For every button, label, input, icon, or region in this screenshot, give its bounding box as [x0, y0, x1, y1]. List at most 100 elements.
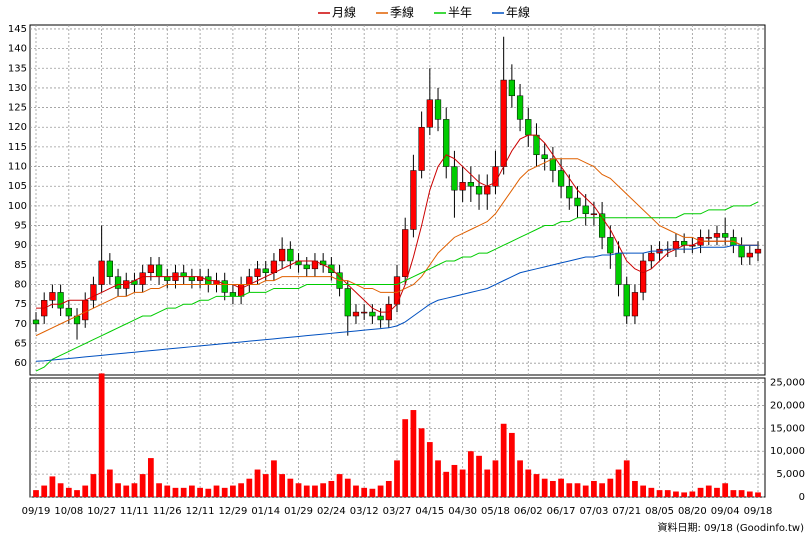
- candle-body: [221, 280, 228, 293]
- candle-body: [754, 248, 762, 254]
- volume-tick-label: 5,000: [776, 469, 805, 480]
- x-tick-label: 04/15: [415, 506, 444, 517]
- x-tick-label: 09/19: [22, 506, 51, 517]
- volume-bar: [49, 476, 56, 497]
- volume-bar: [591, 480, 597, 497]
- x-tick-label: 11/26: [153, 506, 182, 517]
- candle-body: [500, 79, 507, 167]
- candle-body: [541, 154, 548, 159]
- y-tick-label: 60: [14, 358, 27, 369]
- volume-bar: [254, 469, 261, 497]
- volume-bar: [459, 469, 466, 497]
- volume-bar: [467, 451, 474, 497]
- candle-body: [705, 237, 712, 239]
- x-tick-label: 01/14: [251, 506, 280, 517]
- y-tick-label: 115: [8, 142, 27, 153]
- volume-bar: [722, 483, 729, 497]
- x-tick-label: 05/18: [481, 506, 510, 517]
- volume-bar: [82, 485, 89, 497]
- volume-bar: [180, 487, 187, 497]
- candle-body: [426, 99, 433, 128]
- candle-body: [114, 276, 122, 289]
- candle-body: [615, 252, 622, 285]
- volume-bar: [623, 460, 630, 497]
- price-frame: [29, 24, 766, 376]
- candle-body: [549, 158, 557, 171]
- volume-bar: [353, 485, 359, 497]
- candle-body: [467, 182, 474, 187]
- candle-body: [270, 260, 278, 274]
- candle-body: [713, 233, 721, 238]
- volume-bar: [320, 483, 327, 497]
- x-tick-label: 06/02: [514, 506, 543, 517]
- candle-body: [352, 311, 360, 317]
- volume-bar: [394, 460, 400, 497]
- volume-bar: [574, 483, 581, 497]
- volume-bar: [295, 483, 302, 497]
- candle-body: [410, 170, 417, 230]
- candle-body: [188, 276, 196, 281]
- y-tick-label: 145: [8, 24, 27, 35]
- x-tick-label: 09/18: [744, 506, 773, 517]
- candle-body: [459, 182, 466, 191]
- volume-bar: [582, 485, 589, 497]
- candle-body: [147, 264, 154, 274]
- volume-bar: [566, 483, 573, 497]
- candle-body: [746, 252, 753, 258]
- volume-tick-label: 0: [799, 492, 805, 503]
- x-tick-label: 09/04: [711, 506, 740, 517]
- volume-tick-label: 10,000: [770, 446, 805, 457]
- volume-bar: [312, 485, 318, 497]
- candle-body: [49, 292, 56, 301]
- volume-bar: [74, 490, 80, 497]
- candle-body: [434, 99, 442, 120]
- x-tick-label: 06/17: [547, 506, 576, 517]
- candle-body: [475, 185, 483, 195]
- volume-bar: [632, 480, 638, 497]
- moving-average-line: [35, 201, 759, 372]
- volume-bar: [500, 423, 507, 497]
- candle-body: [180, 272, 187, 277]
- volume-bar: [115, 483, 121, 497]
- y-tick-label: 95: [14, 221, 27, 232]
- volume-bar: [714, 487, 720, 497]
- candle-body: [106, 260, 113, 277]
- x-tick-label: 03/27: [383, 506, 412, 517]
- candle-body: [533, 134, 540, 156]
- candle-body: [418, 126, 425, 171]
- y-tick-label: 65: [14, 339, 27, 350]
- volume-bar: [328, 480, 335, 497]
- candle-body: [402, 229, 409, 277]
- x-tick-label: 11/11: [120, 506, 149, 517]
- volume-bar: [238, 483, 244, 497]
- candle-body: [607, 237, 614, 254]
- volume-bar: [361, 487, 368, 497]
- candle-body: [590, 213, 598, 216]
- volume-bar: [738, 490, 745, 497]
- volume-bar: [443, 471, 450, 497]
- volume-bar: [90, 474, 97, 497]
- volume-bar: [517, 460, 523, 497]
- volume-bar: [599, 483, 605, 497]
- legend-label: 季線: [390, 5, 414, 20]
- candle-body: [451, 166, 458, 191]
- volume-bar: [344, 478, 351, 497]
- x-tick-label: 04/30: [448, 506, 477, 517]
- volume-bar: [303, 485, 310, 497]
- volume-bar: [402, 419, 409, 497]
- volume-bar: [492, 460, 499, 497]
- volume-bar: [221, 487, 228, 497]
- volume-bar: [697, 487, 704, 497]
- volume-bar: [33, 490, 39, 497]
- volume-bar: [484, 469, 491, 497]
- volume-bar: [533, 474, 540, 497]
- candle-body: [82, 300, 89, 321]
- legend-label: 年線: [506, 5, 530, 20]
- candle-body: [377, 315, 384, 321]
- volume-bar: [189, 485, 195, 497]
- candle-body: [508, 79, 515, 97]
- volume-bar: [664, 490, 671, 497]
- x-tick-label: 10/08: [54, 506, 83, 517]
- candle-body: [57, 292, 64, 309]
- volume-bar: [607, 478, 614, 497]
